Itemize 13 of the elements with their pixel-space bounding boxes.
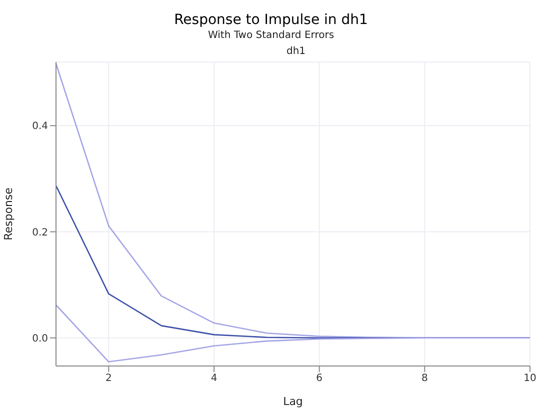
chart-title: Response to Impulse in dh1 (173, 12, 369, 28)
y-tick-label: 0.2 (32, 227, 48, 238)
x-axis-title: Lag (283, 395, 303, 408)
y-tick-label: 0.4 (32, 121, 48, 132)
y-axis-title: Response (2, 187, 15, 240)
x-tick-label: 10 (524, 373, 536, 384)
x-tick-label: 6 (316, 373, 323, 384)
text: dh1 (285, 46, 307, 57)
x-tick-label: 8 (421, 373, 428, 384)
chart-subtitle: With Two Standard Errors (206, 30, 336, 41)
y-tick-label: 0.0 (32, 333, 48, 344)
x-tick-label: 2 (105, 373, 112, 384)
x-tick-label: 4 (210, 373, 218, 384)
